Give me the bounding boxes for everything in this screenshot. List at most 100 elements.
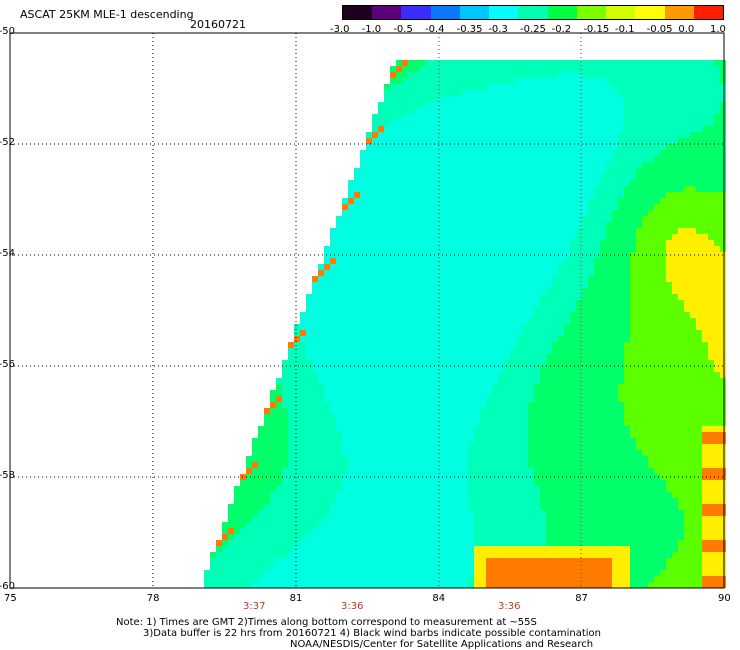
wind-cell	[636, 312, 642, 318]
wind-cell	[276, 468, 282, 474]
wind-cell	[468, 456, 474, 462]
wind-cell	[600, 348, 606, 354]
wind-cell	[558, 192, 564, 198]
wind-cell	[486, 144, 492, 150]
colorbar-segment	[576, 6, 608, 19]
wind-cell	[582, 348, 588, 354]
wind-cell	[432, 456, 438, 462]
wind-cell	[528, 462, 534, 468]
wind-cell	[354, 384, 360, 390]
wind-cell	[360, 450, 366, 456]
wind-cell	[420, 456, 426, 462]
wind-cell	[306, 306, 312, 312]
wind-cell	[342, 384, 348, 390]
wind-cell	[618, 270, 624, 276]
wind-cell	[606, 210, 612, 216]
wind-cell	[486, 330, 492, 336]
wind-cell	[600, 144, 606, 150]
wind-cell	[600, 420, 606, 426]
wind-cell	[348, 348, 354, 354]
wind-cell	[528, 378, 534, 384]
wind-cell	[396, 438, 402, 444]
wind-cell	[648, 426, 654, 432]
wind-cell	[600, 372, 606, 378]
wind-cell	[312, 336, 318, 342]
wind-cell	[414, 264, 420, 270]
wind-cell	[408, 468, 414, 474]
wind-cell	[594, 366, 600, 372]
wind-cell	[258, 444, 264, 450]
wind-cell	[600, 426, 606, 432]
wind-cell	[462, 432, 468, 438]
wind-cell	[456, 324, 462, 330]
wind-cell	[504, 462, 510, 468]
wind-cell	[558, 348, 564, 354]
wind-cell	[654, 486, 660, 492]
wind-cell	[510, 276, 516, 282]
wind-cell	[564, 480, 570, 486]
wind-cell	[456, 174, 462, 180]
wind-cell	[420, 120, 426, 126]
wind-cell	[684, 192, 690, 198]
wind-cell	[516, 198, 522, 204]
wind-cell	[540, 444, 546, 450]
wind-cell	[372, 318, 378, 324]
wind-cell	[270, 432, 276, 438]
wind-cell	[648, 66, 654, 72]
wind-cell	[696, 282, 702, 288]
wind-cell	[354, 444, 360, 450]
wind-cell	[534, 204, 540, 210]
wind-cell	[666, 426, 672, 432]
wind-cell	[282, 402, 288, 408]
wind-cell	[378, 120, 384, 126]
wind-cell	[420, 174, 426, 180]
wind-cell	[540, 156, 546, 162]
wind-cell	[462, 288, 468, 294]
wind-cell	[588, 102, 594, 108]
wind-cell	[438, 396, 444, 402]
wind-cell	[594, 348, 600, 354]
wind-cell	[570, 486, 576, 492]
wind-cell	[486, 132, 492, 138]
wind-cell	[462, 336, 468, 342]
wind-cell	[450, 252, 456, 258]
wind-cell	[426, 294, 432, 300]
wind-cell	[282, 414, 288, 420]
wind-cell	[390, 408, 396, 414]
wind-cell	[384, 330, 390, 336]
wind-cell	[432, 318, 438, 324]
wind-cell	[624, 174, 630, 180]
wind-cell	[696, 432, 702, 438]
wind-cell	[678, 486, 684, 492]
wind-cell	[648, 282, 654, 288]
wind-cell	[720, 228, 726, 234]
wind-cell	[462, 192, 468, 198]
wind-cell	[432, 462, 438, 468]
wind-cell	[696, 342, 702, 348]
wind-cell	[690, 378, 696, 384]
wind-cell	[552, 408, 558, 414]
wind-cell	[336, 444, 342, 450]
wind-cell	[528, 402, 534, 408]
wind-cell	[444, 156, 450, 162]
wind-cell	[594, 90, 600, 96]
wind-cell	[660, 342, 666, 348]
wind-cell	[486, 450, 492, 456]
wind-cell	[636, 360, 642, 366]
wind-cell	[534, 378, 540, 384]
wind-cell	[528, 186, 534, 192]
wind-cell	[594, 408, 600, 414]
wind-cell	[654, 114, 660, 120]
wind-cell	[588, 120, 594, 126]
wind-cell	[510, 366, 516, 372]
wind-cell	[510, 456, 516, 462]
wind-cell	[366, 420, 372, 426]
wind-cell	[504, 150, 510, 156]
wind-cell	[552, 288, 558, 294]
wind-cell	[510, 102, 516, 108]
wind-cell	[714, 144, 720, 150]
wind-cell	[366, 372, 372, 378]
wind-cell	[456, 300, 462, 306]
wind-cell	[570, 300, 576, 306]
